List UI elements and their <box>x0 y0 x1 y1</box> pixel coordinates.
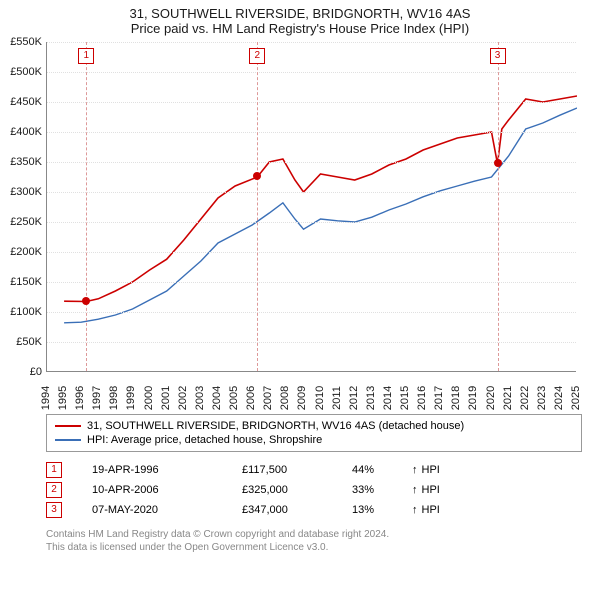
footer: Contains HM Land Registry data © Crown c… <box>46 528 582 554</box>
x-axis-label: 2010 <box>314 386 326 410</box>
x-axis-label: 2012 <box>348 386 360 410</box>
y-axis-label: £400K <box>10 126 42 138</box>
footer-line-2: This data is licensed under the Open Gov… <box>46 541 582 554</box>
y-axis-label: £250K <box>10 216 42 228</box>
x-axis-label: 2013 <box>365 386 377 410</box>
y-axis-label: £450K <box>10 96 42 108</box>
legend-label: HPI: Average price, detached house, Shro… <box>87 434 322 446</box>
event-marker-box: 3 <box>490 48 506 64</box>
legend-swatch <box>55 439 81 441</box>
x-axis-label: 2015 <box>399 386 411 410</box>
x-axis-label: 2002 <box>177 386 189 410</box>
y-axis-label: £50K <box>16 336 42 348</box>
legend-swatch <box>55 425 81 427</box>
legend-label: 31, SOUTHWELL RIVERSIDE, BRIDGNORTH, WV1… <box>87 420 464 432</box>
x-axis-label: 1999 <box>125 386 137 410</box>
legend-item: HPI: Average price, detached house, Shro… <box>55 433 573 447</box>
y-axis-label: £350K <box>10 156 42 168</box>
event-percent: 44% <box>352 464 412 476</box>
x-axis-label: 2023 <box>536 386 548 410</box>
x-axis-label: 2003 <box>194 386 206 410</box>
event-number: 2 <box>46 482 62 498</box>
x-axis-label: 2005 <box>228 386 240 410</box>
y-axis-label: £300K <box>10 186 42 198</box>
x-axis-label: 2008 <box>279 386 291 410</box>
event-marker-box: 1 <box>78 48 94 64</box>
x-axis-label: 2021 <box>502 386 514 410</box>
chart-plot-region: 1 2 3 <box>46 42 576 372</box>
event-marker-box: 2 <box>249 48 265 64</box>
series-line <box>64 96 577 302</box>
x-axis-label: 2011 <box>331 386 343 410</box>
title-line-1: 31, SOUTHWELL RIVERSIDE, BRIDGNORTH, WV1… <box>0 6 600 21</box>
x-axis-label: 2022 <box>519 386 531 410</box>
y-axis-label: £100K <box>10 306 42 318</box>
legend: 31, SOUTHWELL RIVERSIDE, BRIDGNORTH, WV1… <box>46 414 582 452</box>
x-axis-label: 2007 <box>262 386 274 410</box>
y-axis-label: £550K <box>10 36 42 48</box>
x-axis-label: 2001 <box>160 386 172 410</box>
x-axis-label: 1994 <box>40 386 52 410</box>
x-axis-label: 2020 <box>485 386 497 410</box>
price-chart: 123 £0£50K£100K£150K£200K£250K£300K£350K… <box>46 42 576 372</box>
arrow-up-icon: ↑ <box>412 464 418 476</box>
x-axis-label: 2017 <box>433 386 445 410</box>
x-axis-label: 1996 <box>74 386 86 410</box>
x-axis-label: 2014 <box>382 386 394 410</box>
arrow-up-icon: ↑ <box>412 484 418 496</box>
event-number: 3 <box>46 502 62 518</box>
event-row: 1 19-APR-1996£117,50044%↑ HPI <box>46 460 582 480</box>
event-date: 10-APR-2006 <box>92 484 242 496</box>
y-axis-label: £500K <box>10 66 42 78</box>
x-axis-label: 2006 <box>245 386 257 410</box>
event-price: £325,000 <box>242 484 352 496</box>
x-axis-label: 2025 <box>570 386 582 410</box>
y-axis-label: £200K <box>10 246 42 258</box>
event-dot <box>82 297 90 305</box>
event-row: 2 10-APR-2006£325,00033%↑ HPI <box>46 480 582 500</box>
event-percent: 33% <box>352 484 412 496</box>
x-axis-label: 1998 <box>108 386 120 410</box>
event-row: 3 07-MAY-2020£347,00013%↑ HPI <box>46 500 582 520</box>
y-axis-label: £150K <box>10 276 42 288</box>
event-dot <box>494 159 502 167</box>
x-axis-label: 2004 <box>211 386 223 410</box>
legend-item: 31, SOUTHWELL RIVERSIDE, BRIDGNORTH, WV1… <box>55 419 573 433</box>
event-date: 07-MAY-2020 <box>92 504 242 516</box>
events-table: 119-APR-1996£117,50044%↑HPI210-APR-2006£… <box>46 460 582 520</box>
x-axis-label: 2016 <box>416 386 428 410</box>
event-price: £347,000 <box>242 504 352 516</box>
event-suffix: HPI <box>422 484 440 496</box>
x-axis-label: 1997 <box>91 386 103 410</box>
footer-line-1: Contains HM Land Registry data © Crown c… <box>46 528 582 541</box>
title-line-2: Price paid vs. HM Land Registry's House … <box>0 21 600 36</box>
x-axis-label: 2018 <box>450 386 462 410</box>
x-axis-label: 2000 <box>143 386 155 410</box>
event-guideline <box>498 42 499 371</box>
x-axis-label: 1995 <box>57 386 69 410</box>
x-axis-label: 2024 <box>553 386 565 410</box>
y-axis-label: £0 <box>30 366 42 378</box>
event-suffix: HPI <box>422 504 440 516</box>
event-percent: 13% <box>352 504 412 516</box>
event-date: 19-APR-1996 <box>92 464 242 476</box>
arrow-up-icon: ↑ <box>412 504 418 516</box>
x-axis-label: 2019 <box>467 386 479 410</box>
event-number: 1 <box>46 462 62 478</box>
event-guideline <box>86 42 87 371</box>
event-guideline <box>257 42 258 371</box>
x-axis-label: 2009 <box>296 386 308 410</box>
event-dot <box>253 172 261 180</box>
event-suffix: HPI <box>422 464 440 476</box>
event-price: £117,500 <box>242 464 352 476</box>
